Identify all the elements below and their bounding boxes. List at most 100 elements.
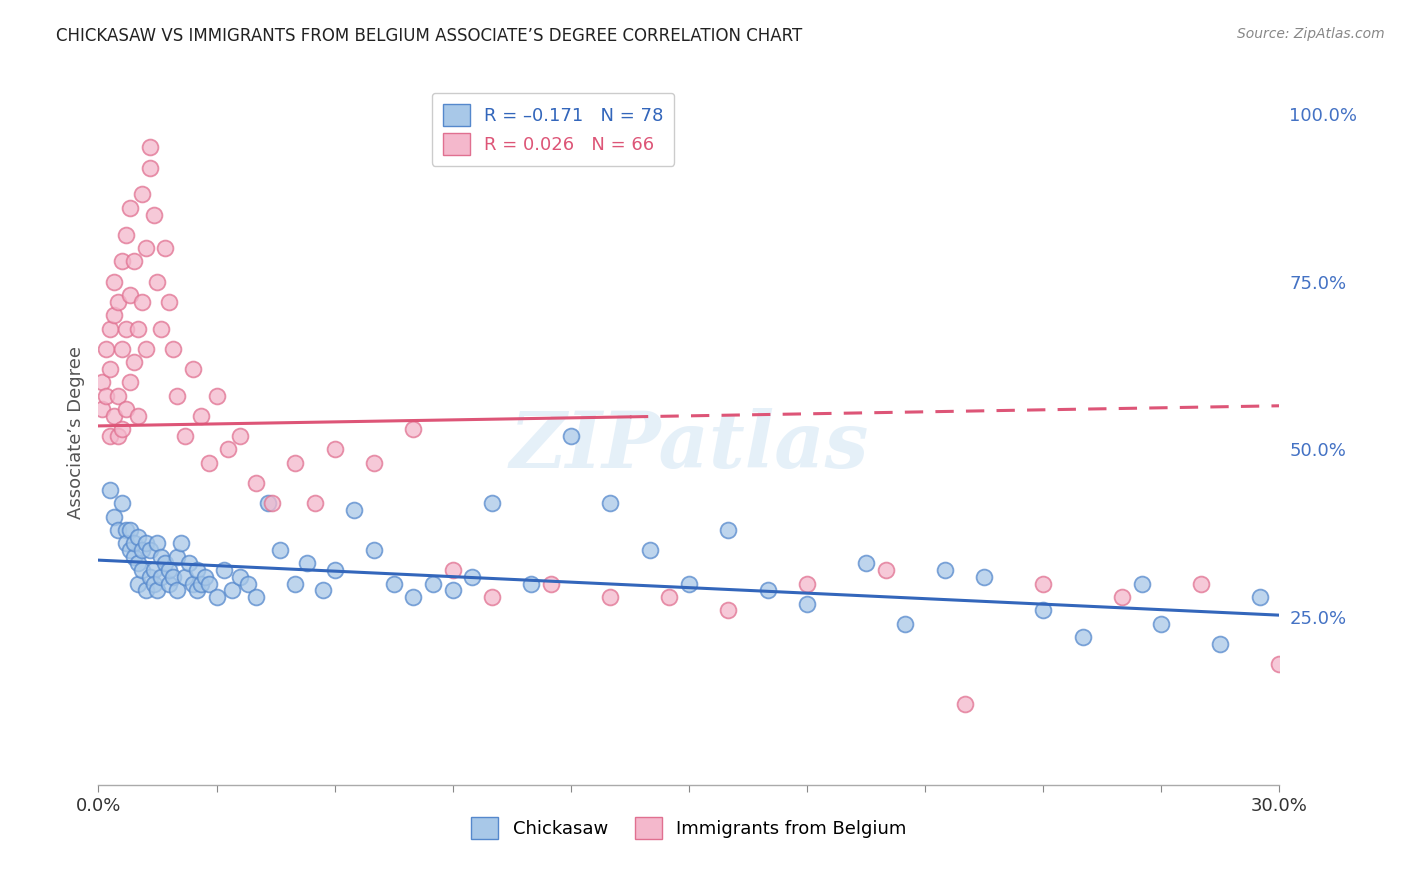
- Point: [1249, 590, 1271, 604]
- Point: [118, 543, 141, 558]
- Point: [155, 557, 177, 571]
- Point: [481, 496, 503, 510]
- Point: [796, 597, 818, 611]
- Point: [91, 376, 114, 390]
- Point: [98, 429, 121, 443]
- Point: [142, 576, 165, 591]
- Point: [131, 543, 153, 558]
- Point: [599, 496, 621, 510]
- Point: [135, 342, 157, 356]
- Point: [135, 583, 157, 598]
- Point: [111, 496, 134, 510]
- Point: [186, 563, 208, 577]
- Point: [111, 342, 134, 356]
- Point: [115, 227, 138, 242]
- Point: [162, 570, 184, 584]
- Point: [284, 576, 307, 591]
- Point: [118, 201, 141, 215]
- Point: [155, 241, 177, 255]
- Point: [98, 362, 121, 376]
- Point: [96, 342, 118, 356]
- Point: [194, 570, 217, 584]
- Point: [875, 563, 897, 577]
- Point: [540, 576, 562, 591]
- Point: [1111, 590, 1133, 604]
- Point: [91, 402, 114, 417]
- Point: [127, 530, 149, 544]
- Point: [382, 576, 405, 591]
- Point: [122, 549, 145, 564]
- Point: [177, 557, 200, 571]
- Point: [127, 576, 149, 591]
- Point: [256, 496, 278, 510]
- Point: [221, 583, 243, 598]
- Point: [260, 496, 283, 510]
- Point: [190, 576, 212, 591]
- Point: [103, 409, 125, 423]
- Point: [107, 523, 129, 537]
- Point: [122, 254, 145, 268]
- Point: [181, 576, 204, 591]
- Text: CHICKASAW VS IMMIGRANTS FROM BELGIUM ASSOCIATE’S DEGREE CORRELATION CHART: CHICKASAW VS IMMIGRANTS FROM BELGIUM ASS…: [56, 27, 803, 45]
- Point: [103, 275, 125, 289]
- Point: [118, 523, 141, 537]
- Point: [131, 294, 153, 309]
- Point: [150, 570, 173, 584]
- Point: [796, 576, 818, 591]
- Point: [1268, 657, 1291, 672]
- Point: [197, 576, 219, 591]
- Point: [756, 583, 779, 598]
- Point: [146, 583, 169, 598]
- Point: [111, 254, 134, 268]
- Point: [1150, 616, 1173, 631]
- Point: [118, 376, 141, 390]
- Point: [157, 576, 180, 591]
- Point: [855, 557, 877, 571]
- Point: [214, 563, 236, 577]
- Point: [236, 576, 259, 591]
- Legend: Chickasaw, Immigrants from Belgium: Chickasaw, Immigrants from Belgium: [464, 810, 914, 847]
- Point: [170, 536, 193, 550]
- Point: [146, 536, 169, 550]
- Point: [205, 590, 228, 604]
- Point: [599, 590, 621, 604]
- Point: [402, 590, 425, 604]
- Point: [138, 543, 160, 558]
- Point: [146, 275, 169, 289]
- Point: [1032, 603, 1054, 617]
- Point: [245, 475, 267, 490]
- Point: [678, 576, 700, 591]
- Point: [186, 583, 208, 598]
- Point: [150, 549, 173, 564]
- Text: Source: ZipAtlas.com: Source: ZipAtlas.com: [1237, 27, 1385, 41]
- Point: [441, 583, 464, 598]
- Point: [343, 503, 366, 517]
- Point: [269, 543, 291, 558]
- Point: [135, 536, 157, 550]
- Point: [1189, 576, 1212, 591]
- Point: [96, 389, 118, 403]
- Point: [402, 422, 425, 436]
- Point: [1071, 630, 1094, 644]
- Point: [127, 321, 149, 335]
- Point: [115, 523, 138, 537]
- Point: [1209, 637, 1232, 651]
- Point: [441, 563, 464, 577]
- Point: [560, 429, 582, 443]
- Point: [118, 288, 141, 302]
- Point: [98, 321, 121, 335]
- Point: [717, 523, 740, 537]
- Text: ZIPatlas: ZIPatlas: [509, 409, 869, 485]
- Point: [295, 557, 318, 571]
- Point: [107, 294, 129, 309]
- Point: [934, 563, 956, 577]
- Point: [245, 590, 267, 604]
- Point: [115, 536, 138, 550]
- Point: [150, 321, 173, 335]
- Y-axis label: Associate’s Degree: Associate’s Degree: [66, 346, 84, 519]
- Point: [217, 442, 239, 457]
- Point: [107, 429, 129, 443]
- Point: [205, 389, 228, 403]
- Point: [174, 429, 197, 443]
- Point: [174, 570, 197, 584]
